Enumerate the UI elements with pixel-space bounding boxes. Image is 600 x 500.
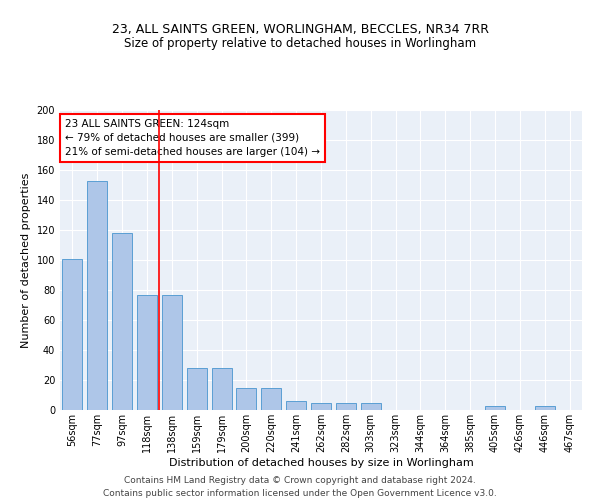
Y-axis label: Number of detached properties: Number of detached properties <box>21 172 31 348</box>
Bar <box>88 180 107 410</box>
Bar <box>62 258 82 410</box>
Bar <box>112 233 132 410</box>
Text: Contains HM Land Registry data © Crown copyright and database right 2024.
Contai: Contains HM Land Registry data © Crown c… <box>103 476 497 498</box>
Bar <box>361 402 380 410</box>
Bar <box>535 406 554 410</box>
Text: 23, ALL SAINTS GREEN, WORLINGHAM, BECCLES, NR34 7RR: 23, ALL SAINTS GREEN, WORLINGHAM, BECCLE… <box>112 22 488 36</box>
Bar <box>236 388 256 410</box>
X-axis label: Distribution of detached houses by size in Worlingham: Distribution of detached houses by size … <box>169 458 473 468</box>
Bar <box>262 388 281 410</box>
Bar <box>336 402 356 410</box>
Text: 23 ALL SAINTS GREEN: 124sqm
← 79% of detached houses are smaller (399)
21% of se: 23 ALL SAINTS GREEN: 124sqm ← 79% of det… <box>65 119 320 157</box>
Bar <box>137 294 157 410</box>
Bar <box>187 368 206 410</box>
Bar <box>311 402 331 410</box>
Bar <box>212 368 232 410</box>
Bar <box>162 294 182 410</box>
Text: Size of property relative to detached houses in Worlingham: Size of property relative to detached ho… <box>124 38 476 51</box>
Bar <box>286 401 306 410</box>
Bar <box>485 406 505 410</box>
